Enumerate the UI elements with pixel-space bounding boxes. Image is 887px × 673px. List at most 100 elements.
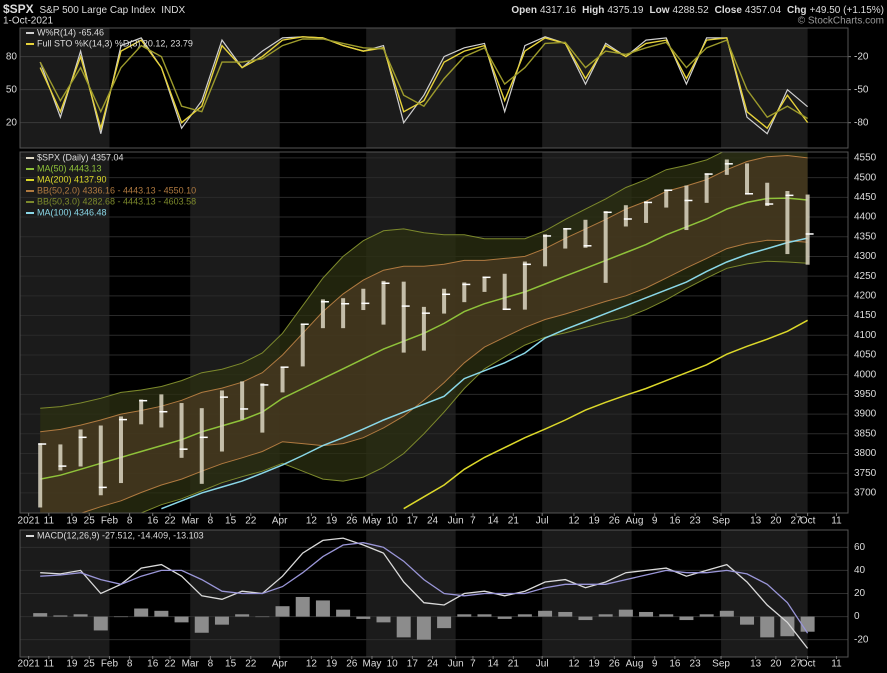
x-tick-label: 23 — [690, 659, 702, 670]
histogram-bar — [517, 614, 532, 617]
candle-range — [603, 211, 608, 283]
candle-range — [644, 201, 649, 223]
x-tick-label: 8 — [208, 659, 214, 670]
x-tick-label: Jun — [448, 516, 464, 527]
x-tick-label: 26 — [609, 516, 621, 527]
x-tick-label: Jul — [536, 659, 549, 670]
band-upper — [40, 154, 808, 433]
candle-range — [462, 282, 467, 303]
histogram-bar — [538, 610, 553, 617]
histogram-bar — [760, 616, 775, 638]
histogram-bar — [134, 608, 149, 617]
x-tick-label: 11 — [831, 659, 842, 670]
x-tick-label: 24 — [427, 659, 439, 670]
candle-range — [341, 298, 346, 329]
candle-range — [280, 366, 285, 393]
candles — [38, 159, 814, 508]
quote: Open 4317.16 High 4375.19 Low 4288.52 Close 435… — [511, 5, 884, 16]
date: 1-Oct-2021 — [3, 16, 53, 27]
legend-label: Full STO %K(14,3) %D(3) 20.12, 23.79 — [37, 38, 193, 48]
histogram-bar — [437, 616, 452, 629]
x-tick-label: Mar — [182, 659, 200, 670]
candle-range — [704, 173, 709, 203]
x-tick-label: 8 — [127, 516, 133, 527]
quote-label: Low — [650, 5, 670, 16]
candle-range — [623, 205, 628, 227]
x-tick-label: 16 — [147, 516, 159, 527]
x-tick-label: Apr — [272, 659, 288, 670]
histogram-bar — [315, 600, 330, 617]
quote-value: +49.50 (+1.15%) — [810, 5, 885, 16]
legend-label: MA(50) 4443.13 — [37, 163, 102, 173]
candle-range — [78, 429, 83, 467]
month-shade — [721, 28, 808, 148]
histogram-bar — [356, 616, 371, 619]
candle-range — [361, 288, 366, 311]
histogram-bar — [255, 616, 270, 618]
panel-border — [19, 529, 849, 658]
x-tick-label: 25 — [84, 659, 96, 670]
candle-range — [179, 403, 184, 458]
macd-line — [40, 542, 809, 634]
x-tick-label: 12 — [306, 516, 318, 527]
x-tick-label: Aug — [626, 516, 644, 527]
candle-range — [118, 416, 123, 484]
x-tick-label: 19 — [589, 516, 601, 527]
histogram-bar — [336, 609, 351, 617]
quote-label: Chg — [787, 5, 806, 16]
x-tick-label: May — [363, 659, 382, 670]
index-name: S&P 500 Large Cap Index — [39, 5, 155, 16]
x-tick-label: 17 — [407, 659, 419, 670]
candle-range — [219, 390, 224, 452]
x-tick-label: 25 — [84, 516, 96, 527]
histogram-bar — [699, 614, 714, 617]
y-tick-label: 4350 — [854, 231, 877, 242]
month-shade — [190, 28, 280, 148]
quote-label: Close — [715, 5, 743, 16]
x-tick-label: 17 — [407, 516, 419, 527]
histogram-bar — [53, 615, 68, 617]
histogram-bar — [780, 616, 795, 637]
candle-range — [159, 394, 164, 428]
x-tick-label: 2021 — [18, 659, 41, 670]
x-tick-label: Sep — [712, 516, 730, 527]
x-tick-label: 22 — [164, 516, 176, 527]
x-tick-label: Oct — [800, 659, 816, 670]
histogram-bar — [719, 610, 734, 617]
quote-value: 4357.04 — [745, 5, 782, 16]
x-tick-label: Apr — [272, 516, 288, 527]
y-tick-label: 0 — [854, 611, 860, 622]
x-tick-label: 19 — [326, 516, 338, 527]
histogram-bar — [457, 614, 472, 617]
x-tick-label: 16 — [669, 516, 681, 527]
y2-tick-label: -20 — [854, 51, 869, 62]
x-tick-label: 23 — [690, 516, 702, 527]
y-tick-label: 4300 — [854, 251, 877, 262]
x-tick-label: Jun — [448, 659, 464, 670]
quote-value: 4375.19 — [607, 5, 644, 16]
candle-range — [442, 288, 447, 314]
month-shade — [542, 28, 632, 148]
y-tick-label: 4450 — [854, 192, 877, 203]
y-tick-label: 4550 — [854, 153, 877, 164]
x-tick-label: 11 — [831, 516, 842, 527]
histogram-bar — [497, 616, 512, 619]
x-tick-label: 22 — [245, 516, 257, 527]
exchange: INDX — [161, 5, 185, 16]
y-tick-label: 4050 — [854, 350, 877, 361]
y-tick-label: 20 — [6, 117, 18, 128]
candle-range — [300, 323, 305, 367]
x-tick-label: 16 — [147, 659, 159, 670]
y-tick-label: 50 — [6, 84, 18, 95]
histogram-bar — [235, 614, 250, 617]
candle-range — [260, 383, 265, 433]
legend-label: MACD(12,26,9) -27.512, -14.409, -13.103 — [37, 530, 204, 540]
candle-range — [98, 425, 103, 496]
histogram-bar — [416, 616, 431, 640]
x-tick-label: 26 — [609, 659, 621, 670]
x-tick-label: 21 — [508, 516, 520, 527]
legend-label: BB(50,2.0) 4336.16 - 4443.13 - 4550.10 — [37, 185, 196, 195]
x-tick-label: 26 — [346, 516, 358, 527]
candle-range — [684, 185, 689, 231]
